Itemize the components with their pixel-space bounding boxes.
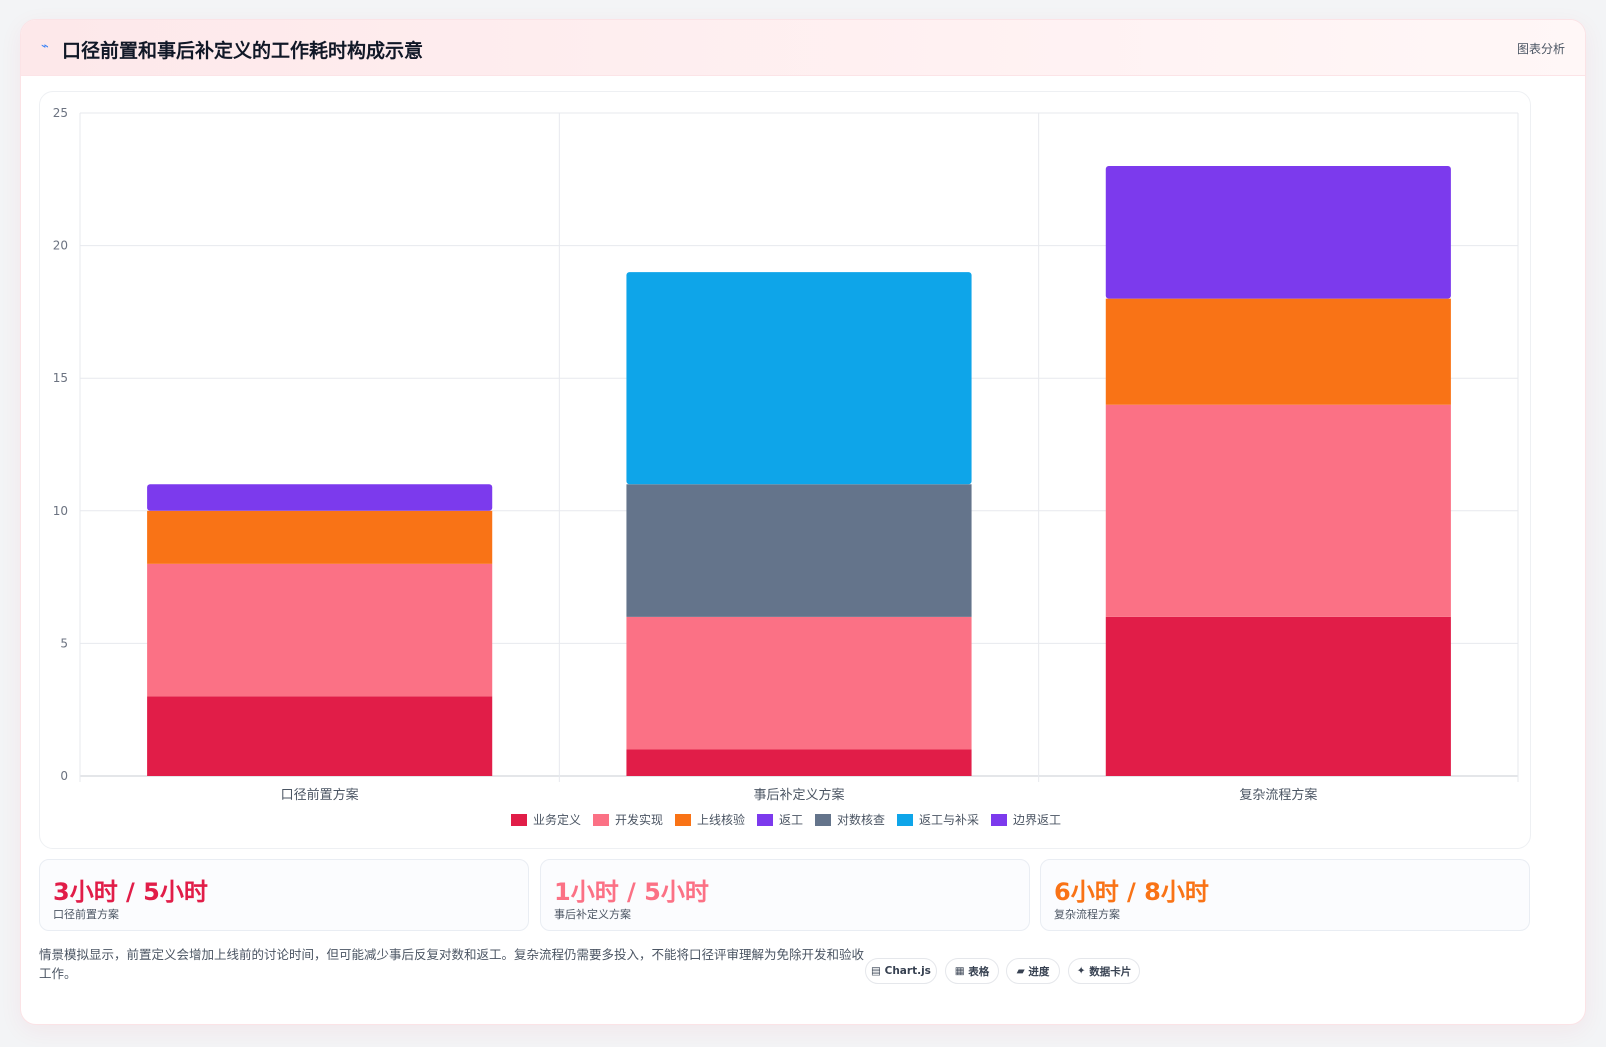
stat-card-0: 3小时 / 5小时 口径前置方案 xyxy=(39,859,529,931)
legend-swatch xyxy=(675,814,691,826)
stat-value: 3小时 / 5小时 xyxy=(53,878,208,906)
footnote: 情景模拟显示，前置定义会增加上线前的讨论时间，但可能减少事后反复对数和返工。复杂… xyxy=(39,947,865,981)
bar-segment xyxy=(147,696,493,776)
bar-segment xyxy=(147,510,493,564)
legend-swatch xyxy=(991,814,1007,826)
stat-cards: 3小时 / 5小时 口径前置方案 1小时 / 5小时 事后补定义方案 6小时 /… xyxy=(39,859,1531,931)
table-icon: ▦ xyxy=(954,965,965,977)
chart-icon: ▤ xyxy=(871,965,881,977)
chart-analysis-link[interactable]: 图表分析 xyxy=(1516,42,1565,56)
tag-progress[interactable]: ▰ 进度 xyxy=(1006,958,1060,984)
stat-label: 事后补定义方案 xyxy=(554,908,631,921)
bar-segment xyxy=(147,484,493,511)
y-tick-label: 15 xyxy=(53,371,68,385)
tag-label: Chart.js xyxy=(884,965,931,977)
tag-label: 数据卡片 xyxy=(1089,965,1132,978)
y-tick-label: 5 xyxy=(60,636,68,650)
stat-label: 复杂流程方案 xyxy=(1054,908,1120,921)
bar-segment xyxy=(626,272,972,485)
card-header: ⌁ 口径前置和事后补定义的工作耗时构成示意 图表分析 xyxy=(21,20,1585,76)
tag-table[interactable]: ▦ 表格 xyxy=(945,958,999,984)
legend-label: 上线核验 xyxy=(697,812,745,827)
bar-segment xyxy=(1105,404,1451,617)
x-tick-label: 事后补定义方案 xyxy=(753,787,844,803)
tag-chartjs[interactable]: ▤ Chart.js xyxy=(865,958,937,984)
bar-segment xyxy=(1105,298,1451,405)
legend-label: 业务定义 xyxy=(533,812,581,827)
legend-swatch xyxy=(897,814,913,826)
stat-card-2: 6小时 / 8小时 复杂流程方案 xyxy=(1040,859,1530,931)
legend-swatch xyxy=(757,814,773,826)
stat-value: 1小时 / 5小时 xyxy=(554,878,709,906)
bar-segment xyxy=(626,749,972,776)
progress-icon: ▰ xyxy=(1016,965,1025,977)
stat-label: 口径前置方案 xyxy=(53,908,119,921)
legend-swatch xyxy=(815,814,831,826)
bar-segment xyxy=(626,484,972,617)
y-tick-label: 10 xyxy=(53,504,68,518)
legend-label: 边界返工 xyxy=(1013,813,1061,827)
sparkline-icon: ⌁ xyxy=(41,39,49,54)
tag-label: 表格 xyxy=(968,965,990,978)
sparkle-icon: ✦ xyxy=(1076,965,1086,977)
x-tick-label: 复杂流程方案 xyxy=(1239,787,1317,803)
legend-swatch xyxy=(511,814,527,826)
stat-card-1: 1小时 / 5小时 事后补定义方案 xyxy=(540,859,1030,931)
legend-label: 对数核查 xyxy=(837,812,885,827)
legend-label: 开发实现 xyxy=(615,812,663,827)
chart-area: 0 5 10 15 20 25 口径前置方案 事后补定义方案 复杂流程方案业务定义 开发实现 上线核… xyxy=(39,91,1531,849)
bar-segment xyxy=(147,563,493,697)
tag-data-card[interactable]: ✦ 数据卡片 xyxy=(1068,958,1140,984)
tag-label: 进度 xyxy=(1028,965,1050,978)
y-tick-label: 0 xyxy=(60,769,68,783)
y-tick-label: 25 xyxy=(53,106,68,120)
legend-label: 返工 xyxy=(779,813,803,827)
stat-value: 6小时 / 8小时 xyxy=(1054,878,1209,906)
y-tick-label: 20 xyxy=(53,239,68,253)
legend-swatch xyxy=(593,814,609,826)
bar-segment xyxy=(1105,616,1451,776)
bar-segment xyxy=(626,616,972,750)
page-title: 口径前置和事后补定义的工作耗时构成示意 xyxy=(62,40,424,62)
bar-segment xyxy=(1105,166,1451,299)
legend-label: 返工与补采 xyxy=(919,813,979,827)
x-tick-label: 口径前置方案 xyxy=(281,787,359,803)
chart-card: ⌁ 口径前置和事后补定义的工作耗时构成示意 图表分析 0 5 10 15 20 25 口径前… xyxy=(20,19,1586,1025)
